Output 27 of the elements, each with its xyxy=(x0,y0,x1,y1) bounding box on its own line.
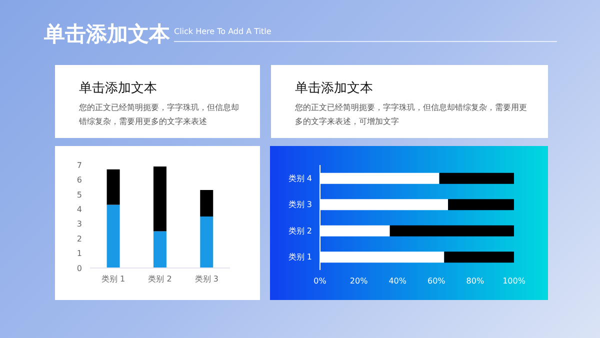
x-tick-label: 20% xyxy=(350,276,368,286)
x-tick-label: 类别 3 xyxy=(194,274,218,284)
y-tick-label: 0 xyxy=(76,264,82,273)
x-tick-label: 60% xyxy=(428,276,446,286)
x-tick-label: 40% xyxy=(388,276,407,286)
text: 单击添加文本 xyxy=(295,80,373,97)
text: 单击添加文本 xyxy=(44,21,170,48)
y-tick-label: 类别 4 xyxy=(288,174,312,183)
text: 您的正文已经简明扼要，字字珠玑，但信息却错综复杂，需要用更多的文字来表述 xyxy=(79,102,240,128)
y-tick-label: 4 xyxy=(76,204,82,214)
x-tick-label: 类别 2 xyxy=(148,274,172,284)
y-tick-label: 类别 3 xyxy=(288,200,312,210)
text: 单击添加文本 xyxy=(79,80,157,97)
y-tick-label: 5 xyxy=(76,190,82,200)
x-tick-label: 0% xyxy=(314,276,327,286)
text: Click Here To Add A Title xyxy=(174,27,272,36)
y-tick-label: 7 xyxy=(76,160,82,170)
y-tick-label: 6 xyxy=(76,176,82,185)
text: 您的正文已经简明扼要，字字珠玑，但信息却错综复杂，需要用更多的文字来表述，可增加文字 xyxy=(295,102,528,128)
y-tick-label: 类别 2 xyxy=(288,226,312,236)
y-tick-label: 2 xyxy=(76,234,82,244)
x-tick-label: 80% xyxy=(466,276,484,286)
x-tick-label: 100% xyxy=(502,276,526,286)
y-tick-label: 类别 1 xyxy=(288,252,312,262)
y-tick-label: 3 xyxy=(76,220,82,229)
y-tick-label: 1 xyxy=(76,249,82,258)
x-tick-label: 类别 1 xyxy=(102,274,126,284)
